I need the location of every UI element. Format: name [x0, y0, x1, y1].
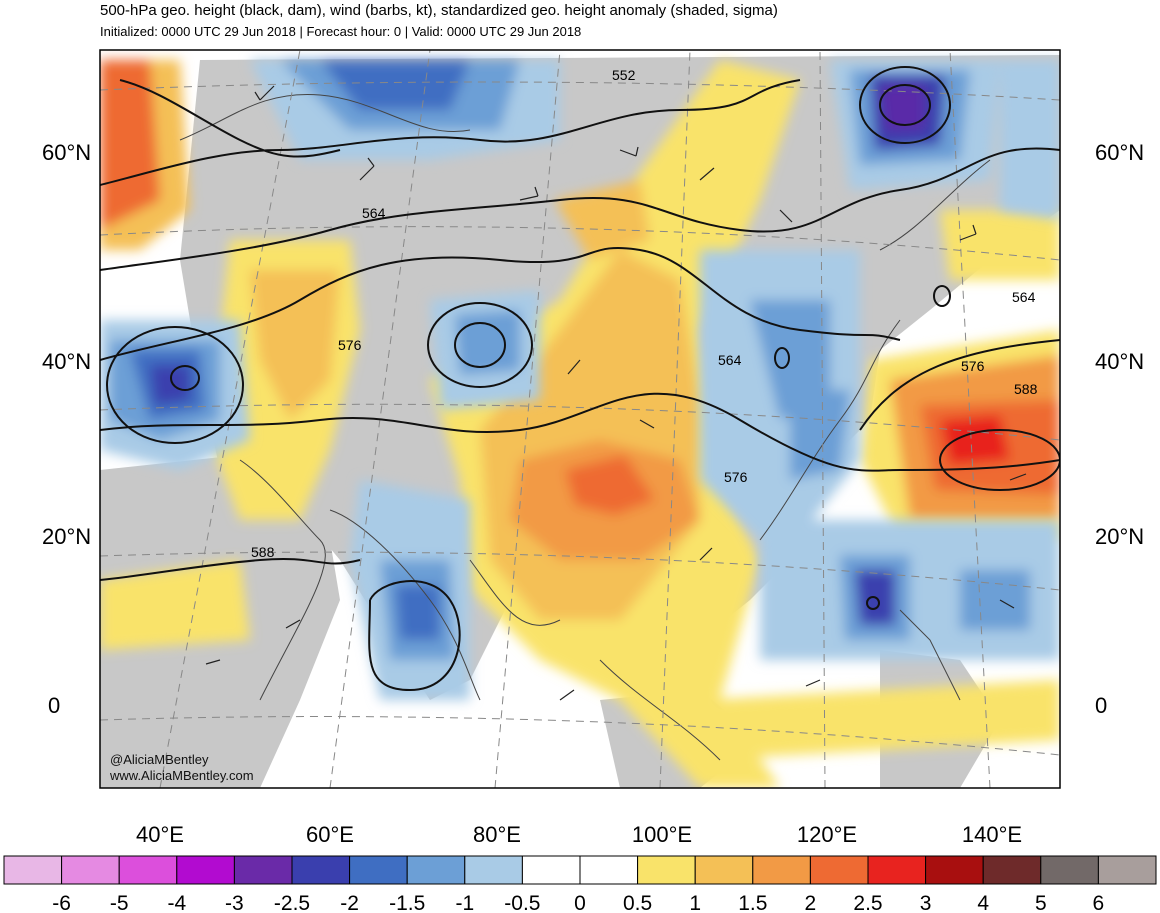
- colorbar-swatch: [1040, 855, 1099, 885]
- colorbar-tick-label: 3: [920, 892, 932, 913]
- colorbar-swatch: [349, 855, 408, 885]
- map-subtitle: Initialized: 0000 UTC 29 Jun 2018 | Fore…: [100, 24, 582, 39]
- lat-label-left: 20°N: [42, 524, 92, 549]
- colorbar-tick-label: 5: [1035, 892, 1047, 913]
- colorbar-tick-label: -5: [110, 892, 129, 913]
- colorbar-swatch: [867, 855, 927, 885]
- colorbar-tick-label: -1: [455, 892, 474, 913]
- colorbar-tick-label: 1.5: [738, 892, 767, 913]
- contour-label: 564: [1012, 289, 1036, 305]
- lat-label-right: 60°N: [1095, 140, 1145, 165]
- lat-label-left: 0: [48, 693, 61, 718]
- colorbar-swatch: [982, 855, 1042, 885]
- map-title: 500-hPa geo. height (black, dam), wind (…: [100, 2, 778, 19]
- colorbar-swatch: [233, 855, 293, 885]
- lat-label-left: 40°N: [42, 349, 92, 374]
- lat-label-left: 60°N: [42, 140, 92, 165]
- lon-label: 120°E: [796, 822, 858, 847]
- lat-label-right: 40°N: [1095, 349, 1145, 374]
- colorbar-tick-label: 6: [1093, 892, 1105, 913]
- colorbar-swatch: [118, 855, 178, 885]
- colorbar-swatch: [521, 855, 581, 885]
- wind-barbs: [205, 85, 1027, 701]
- colorbar-tick-label: 0: [574, 892, 586, 913]
- colorbar-tick-label: -0.5: [504, 892, 540, 913]
- lon-label: 40°E: [136, 822, 184, 847]
- lon-label: 100°E: [631, 822, 693, 847]
- colorbar-swatch: [637, 855, 696, 885]
- colorbar-swatch: [406, 855, 466, 885]
- colorbar-swatch: [464, 855, 523, 885]
- colorbar-swatch: [3, 855, 63, 885]
- colorbar-swatch: [61, 855, 120, 885]
- colorbar-tick-label: -2.5: [274, 892, 310, 913]
- contour-label: 576: [961, 358, 985, 374]
- colorbar-swatch: [291, 855, 351, 885]
- colorbar-swatch: [925, 855, 984, 885]
- contour-label: 576: [724, 469, 748, 485]
- lon-label: 140°E: [961, 822, 1023, 847]
- colorbar-tick-label: -1.5: [389, 892, 425, 913]
- colorbar-tick-label: -4: [167, 892, 186, 913]
- colorbar-swatch: [1097, 855, 1157, 885]
- contour-label: 552: [612, 67, 636, 83]
- coastlines: [179, 93, 991, 761]
- contour-label: 564: [718, 352, 742, 368]
- map-frame: [99, 49, 1061, 789]
- credit-handle: @AliciaMBentley: [110, 752, 209, 767]
- contour-label-group: 552 564 576 564 564 576 588 576 588: [251, 67, 1038, 560]
- height-contours: [100, 66, 1060, 692]
- lat-label-right: 20°N: [1095, 524, 1145, 549]
- contour-label: 588: [251, 544, 275, 560]
- colorbar-swatch: [176, 855, 235, 885]
- colorbar-swatch: [752, 855, 811, 885]
- colorbar-swatch: [579, 855, 639, 885]
- colorbar: -6 -5 -4 -3 -2.5 -2 -1.5 -1 -0.5 0 0.5 1 1.5 2 2.5 3 4 5 6: [3, 855, 1157, 913]
- graticule: [100, 50, 1060, 788]
- colorbar-swatch: [809, 855, 869, 885]
- lon-label: 80°E: [473, 822, 521, 847]
- colorbar-tick-label: 4: [977, 892, 989, 913]
- colorbar-tick-label: -6: [52, 892, 71, 913]
- colorbar-tick-label: 2: [805, 892, 817, 913]
- colorbar-tick-label: 1: [689, 892, 701, 913]
- colorbar-tick-label: -2: [340, 892, 359, 913]
- lon-label: 60°E: [306, 822, 354, 847]
- credit-url: www.AliciaMBentley.com: [110, 768, 254, 783]
- contour-label: 576: [338, 337, 362, 353]
- contour-label: 564: [362, 205, 386, 221]
- lat-label-right: 0: [1095, 693, 1108, 718]
- contour-label: 588: [1014, 381, 1038, 397]
- colorbar-tick-label: -3: [225, 892, 244, 913]
- colorbar-tick-label: 2.5: [853, 892, 882, 913]
- colorbar-tick-label: 0.5: [623, 892, 652, 913]
- colorbar-swatch: [694, 855, 754, 885]
